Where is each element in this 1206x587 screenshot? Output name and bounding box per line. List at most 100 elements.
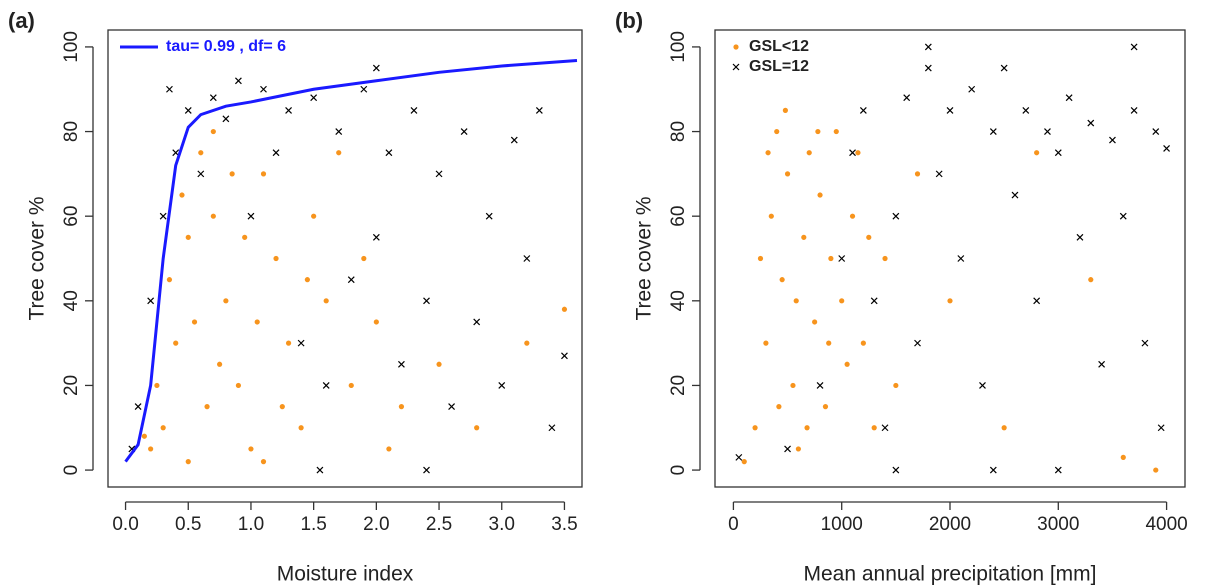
point [871,425,877,431]
point-stroke [435,170,443,178]
point [881,424,889,432]
point [790,382,796,389]
point-stroke [838,255,846,262]
point-stroke [134,403,142,411]
point-stroke [989,128,997,135]
point [1087,119,1095,127]
point-stroke [1098,360,1106,368]
point [159,212,167,220]
point [795,446,801,452]
y-tick-label: 80 [61,121,82,142]
x-tick-label: 2.0 [363,514,389,535]
point-stroke [285,106,292,114]
point-stroke [398,360,405,368]
point-stroke [914,339,921,347]
point [1034,150,1040,156]
point [179,192,185,198]
point [561,352,568,360]
point-stroke [1033,297,1041,305]
point [968,85,976,93]
point [279,404,285,410]
point-stroke [1157,424,1165,432]
point-stroke [222,115,230,123]
point [870,297,878,305]
point-stroke [523,255,531,262]
point [1120,454,1126,460]
point-stroke [372,233,380,241]
point [361,255,367,262]
point-stroke [1087,119,1095,127]
point [322,382,330,389]
point [763,340,769,346]
point [924,64,932,72]
point [1153,467,1159,473]
point-stroke [1044,128,1051,135]
point [335,128,343,135]
point-stroke [732,63,740,71]
point [260,85,267,93]
point [473,318,481,326]
point [776,404,782,410]
point [474,425,480,431]
point [816,382,824,389]
x-tick-label: 1.0 [238,514,264,535]
point-stroke [816,382,824,389]
point-stroke [735,453,743,461]
point-stroke [881,424,889,432]
point-stroke [322,382,330,389]
point-stroke [1109,136,1116,144]
point [423,297,430,305]
point [524,340,530,346]
x-tick-label: 0 [728,514,739,535]
point-stroke [209,94,217,102]
point-stroke [234,77,242,85]
point [398,404,405,410]
point-stroke [859,106,867,114]
point [222,115,230,123]
point [892,212,900,220]
point [248,446,254,452]
point [1152,128,1160,135]
point [838,255,846,262]
y-tick-label: 60 [61,206,82,227]
point [801,234,807,240]
point [304,277,310,283]
point [229,171,235,177]
point [223,298,229,304]
point [768,213,774,219]
point-stroke [1022,106,1030,114]
point-stroke [1141,339,1149,347]
point [882,255,888,262]
point [914,339,921,347]
y-tick-label: 20 [668,375,689,396]
point [311,213,317,219]
point [1130,43,1138,51]
point [1088,277,1094,283]
point [372,64,380,72]
point-stroke [1119,212,1127,220]
point [460,128,468,135]
point [373,319,379,325]
point-stroke [979,382,986,389]
point-stroke [423,466,430,474]
x-tick-label: 3.0 [489,514,515,535]
point [173,340,179,346]
y-tick-label: 80 [668,121,689,142]
point [1054,149,1062,157]
point-stroke [260,85,267,93]
x-tick-label: 4000 [1145,514,1187,535]
point [209,94,217,102]
panel-label: (b) [615,8,643,33]
point [448,403,456,411]
x-tick-label: 2.5 [426,514,452,535]
point [989,466,997,474]
point [979,382,986,389]
point-stroke [247,212,255,220]
point [892,466,900,474]
point-stroke [903,94,911,102]
point [914,171,921,177]
plot-frame [714,29,1186,488]
x-axis-title: Moisture index [277,563,414,586]
legend-label: GSL<12 [749,38,809,55]
point [752,425,758,431]
